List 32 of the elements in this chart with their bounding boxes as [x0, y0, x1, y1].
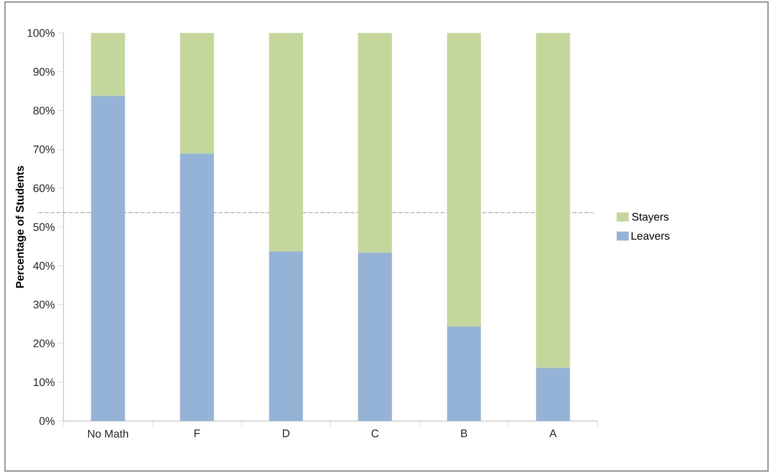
- x-tick-label: C: [372, 430, 379, 438]
- bar: [358, 33, 392, 253]
- x-tick-label: No Math: [88, 430, 128, 438]
- bar: [91, 33, 125, 96]
- x-tick-label: B: [461, 430, 468, 438]
- bar: [447, 33, 481, 326]
- y-tick-label: 70%: [34, 146, 55, 154]
- bar: [180, 33, 214, 154]
- bar: [447, 326, 481, 421]
- bar: [358, 252, 392, 421]
- y-tick-label: 90%: [33, 68, 55, 76]
- y-tick-label: 10%: [34, 378, 55, 386]
- y-tick-label: 30%: [33, 300, 55, 308]
- bar: [536, 368, 570, 421]
- y-tick-label: 50%: [33, 223, 55, 231]
- y-tick-label: 80%: [33, 106, 55, 114]
- legend-label: Stayers: [632, 212, 669, 223]
- bar: [536, 33, 570, 368]
- y-tick-label: 40%: [33, 262, 55, 270]
- y-tick-label: 0%: [39, 417, 55, 425]
- y-tick-label: 60%: [34, 184, 55, 192]
- y-tick-label: 100%: [28, 29, 55, 37]
- x-tick-label: A: [549, 430, 557, 438]
- y-tick-label: 20%: [34, 340, 55, 348]
- legend-label: Leavers: [632, 232, 670, 240]
- bar: [91, 96, 125, 421]
- x-tick-label: F: [194, 430, 200, 438]
- bar: [269, 33, 303, 252]
- y-axis-title: Percentage of Students: [16, 166, 26, 288]
- x-tick-label: D: [282, 430, 290, 438]
- bar: [269, 251, 303, 421]
- bar: [180, 154, 214, 421]
